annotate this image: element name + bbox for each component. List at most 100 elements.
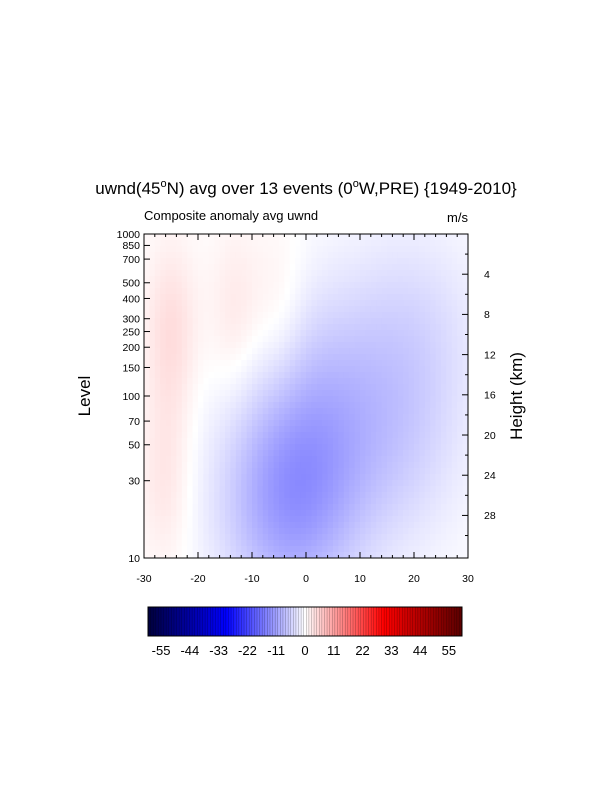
field-cell bbox=[252, 390, 258, 397]
field-cell bbox=[268, 246, 275, 253]
field-cell bbox=[376, 366, 383, 373]
field-cell bbox=[257, 390, 264, 397]
level-tick-label: 100 bbox=[122, 391, 140, 403]
field-cell bbox=[387, 318, 393, 325]
field-cell bbox=[203, 354, 210, 361]
field-cell bbox=[365, 450, 372, 457]
field-cell bbox=[441, 450, 447, 457]
field-cell bbox=[446, 240, 453, 247]
field-cell bbox=[462, 438, 468, 445]
field-cell bbox=[430, 438, 437, 445]
field-cell bbox=[230, 390, 237, 397]
field-cell bbox=[462, 366, 468, 373]
field-cell bbox=[306, 438, 312, 445]
field-cell bbox=[306, 348, 312, 355]
field-cell bbox=[457, 252, 464, 259]
field-cell bbox=[171, 528, 177, 535]
field-cell bbox=[349, 540, 356, 547]
field-cell bbox=[360, 504, 366, 511]
field-cell bbox=[181, 384, 188, 391]
field-cell bbox=[289, 354, 296, 361]
field-cell bbox=[338, 420, 345, 427]
field-cell bbox=[306, 486, 312, 493]
field-cell bbox=[392, 516, 399, 523]
field-cell bbox=[192, 306, 199, 313]
field-cell bbox=[187, 498, 194, 505]
field-cell bbox=[370, 384, 377, 391]
field-cell bbox=[181, 462, 188, 469]
field-cell bbox=[181, 444, 188, 451]
field-cell bbox=[171, 390, 177, 397]
field-cell bbox=[360, 366, 366, 373]
field-cell bbox=[435, 492, 442, 499]
field-cell bbox=[225, 336, 231, 343]
field-cell bbox=[246, 474, 253, 481]
field-cell bbox=[289, 234, 296, 241]
field-cell bbox=[279, 450, 285, 457]
field-cell bbox=[284, 372, 291, 379]
field-cell bbox=[435, 510, 442, 517]
field-cell bbox=[300, 288, 307, 295]
field-cell bbox=[306, 510, 312, 517]
field-cell bbox=[392, 528, 399, 535]
field-cell bbox=[306, 276, 312, 283]
field-cell bbox=[365, 546, 372, 553]
field-cell bbox=[203, 432, 210, 439]
field-cell bbox=[252, 444, 258, 451]
field-cell bbox=[370, 402, 377, 409]
field-cell bbox=[322, 396, 329, 403]
field-cell bbox=[360, 534, 366, 541]
field-cell bbox=[365, 438, 372, 445]
field-cell bbox=[311, 438, 318, 445]
field-cell bbox=[430, 420, 437, 427]
field-cell bbox=[241, 264, 248, 271]
field-cell bbox=[370, 372, 377, 379]
field-cell bbox=[268, 408, 275, 415]
field-cell bbox=[451, 258, 458, 265]
field-cell bbox=[446, 300, 453, 307]
field-cell bbox=[457, 456, 464, 463]
colorbar-label: -44 bbox=[180, 643, 199, 658]
field-cell bbox=[208, 372, 215, 379]
field-cell bbox=[203, 360, 210, 367]
field-cell bbox=[279, 552, 285, 558]
field-cell bbox=[181, 504, 188, 511]
field-cell bbox=[327, 300, 334, 307]
field-cell bbox=[225, 306, 231, 313]
field-cell bbox=[241, 528, 248, 535]
field-cell bbox=[322, 264, 329, 271]
field-cell bbox=[225, 276, 231, 283]
field-cell bbox=[289, 294, 296, 301]
field-cell bbox=[419, 366, 426, 373]
field-cell bbox=[381, 468, 388, 475]
field-cell bbox=[419, 306, 426, 313]
field-cell bbox=[462, 354, 468, 361]
field-cell bbox=[252, 318, 258, 325]
field-cell bbox=[181, 486, 188, 493]
field-cell bbox=[311, 366, 318, 373]
field-cell bbox=[419, 444, 426, 451]
field-cell bbox=[198, 336, 204, 343]
field-cell bbox=[430, 414, 437, 421]
field-cell bbox=[214, 372, 221, 379]
anomaly-field bbox=[144, 234, 468, 558]
field-cell bbox=[333, 372, 339, 379]
field-cell bbox=[198, 462, 204, 469]
field-cell bbox=[397, 528, 404, 535]
x-tick-label: 30 bbox=[462, 573, 474, 585]
field-cell bbox=[187, 540, 194, 547]
field-cell bbox=[262, 426, 269, 433]
field-cell bbox=[230, 258, 237, 265]
field-cell bbox=[435, 372, 442, 379]
field-cell bbox=[144, 534, 150, 541]
field-cell bbox=[354, 330, 361, 337]
field-cell bbox=[349, 348, 356, 355]
field-cell bbox=[187, 372, 194, 379]
field-cell bbox=[462, 414, 468, 421]
field-cell bbox=[225, 486, 231, 493]
field-cell bbox=[149, 522, 156, 529]
field-cell bbox=[149, 450, 156, 457]
field-cell bbox=[300, 270, 307, 277]
field-cell bbox=[284, 252, 291, 259]
field-cell bbox=[354, 432, 361, 439]
